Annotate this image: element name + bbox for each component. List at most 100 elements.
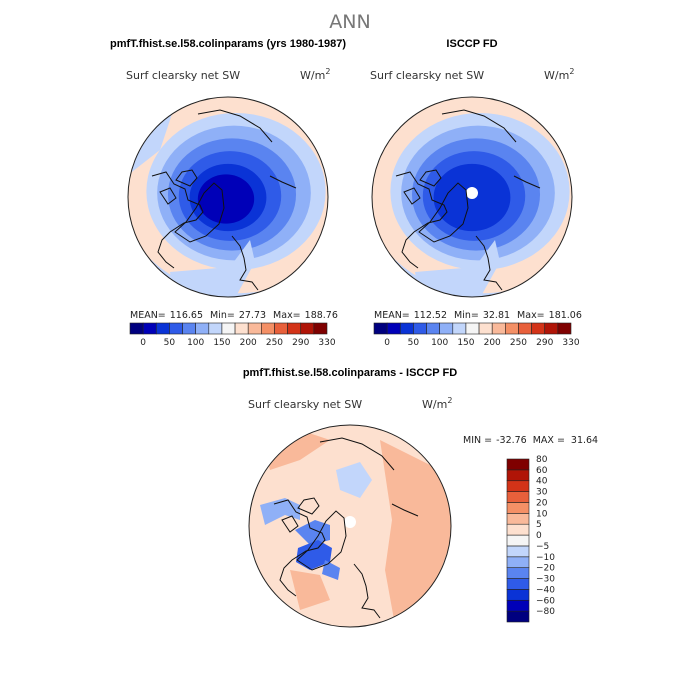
panel-obs-colorbar-tick-label: 100 xyxy=(431,338,448,348)
panel-obs-colorbar-swatch xyxy=(505,322,519,335)
panel-diff-colorbar-tick-label: 60 xyxy=(536,466,548,476)
panel-diff-units-base: W/m xyxy=(422,398,447,411)
panel-diff-max-label: MAX = xyxy=(533,435,565,446)
panel-model-colorbar: 0 50 100 150 200 250 290 330 xyxy=(129,322,336,348)
panel-model-arctic-island-2 xyxy=(159,187,177,205)
panel-model-mean-value: 116.65 xyxy=(170,310,203,321)
panel-diff-colorbar-swatch xyxy=(506,599,530,612)
panel-obs-colorbar-tick-label: 250 xyxy=(510,338,527,348)
panel-obs-colorbar-swatch xyxy=(399,322,414,335)
panel-model-colorbar-swatch xyxy=(155,322,170,335)
panel-obs-title: ISCCP FD xyxy=(446,38,497,50)
panel-diff-siberia-coast xyxy=(319,437,395,471)
panel-diff-arctic-cool xyxy=(336,462,372,498)
panel-model-colorbar-swatch xyxy=(195,322,210,335)
panel-diff-colorbar-tick-label: 80 xyxy=(536,455,548,465)
panel-obs-variable-label: Surf clearsky net SW xyxy=(370,69,484,82)
panel-obs-stats: MEAN= 112.52 Min= 32.81 Max= 181.06 xyxy=(374,310,582,321)
panel-obs-max-value: 181.06 xyxy=(549,310,582,321)
panel-model-arctic-island-1 xyxy=(175,169,198,187)
panel-obs-greenland-outline xyxy=(418,182,469,243)
panel-diff-colorbar-swatch xyxy=(506,610,530,623)
panel-obs-scandinavia-coast xyxy=(475,235,503,291)
panel-model-siberia-coast xyxy=(197,109,273,143)
panel-diff-colorbar-swatch xyxy=(506,491,530,503)
panel-model-colorbar-swatch xyxy=(208,322,223,335)
panel-obs-colorbar-swatch xyxy=(413,322,427,335)
panel-model: pmfT.fhist.se.l58.colinparams (yrs 1980-… xyxy=(110,38,346,348)
panel-model-eurasia-coast xyxy=(269,175,297,189)
panel-model-colorbar-swatch xyxy=(169,322,183,335)
panel-model-colorbar-tick-label: 150 xyxy=(213,338,230,348)
panel-obs-arctic-island-1 xyxy=(419,169,442,187)
panel-diff-arctic-island-1 xyxy=(297,497,320,515)
panel-model-colorbar-tick-label: 100 xyxy=(187,338,204,348)
panel-obs: ISCCP FD Surf clearsky net SW W/m2 MEAN=… xyxy=(370,38,582,348)
panel-model-variable-label: Surf clearsky net SW xyxy=(126,69,240,82)
panel-obs-colorbar-swatch xyxy=(491,322,506,335)
panel-diff-arctic-island-2 xyxy=(281,515,299,533)
panel-diff-colorbar-swatch xyxy=(506,469,530,482)
panel-diff-units: W/m2 xyxy=(422,396,452,411)
panel-obs-colorbar-tick-label: 50 xyxy=(408,338,420,348)
panel-model-title: pmfT.fhist.se.l58.colinparams (yrs 1980-… xyxy=(110,38,346,50)
panel-model-stats: MEAN= 116.65 Min= 27.73 Max= 188.76 xyxy=(130,310,338,321)
panel-diff-colorbar-tick-label: 20 xyxy=(536,498,548,508)
panel-obs-colorbar-swatch xyxy=(452,322,467,335)
panel-obs-arctic-island-2 xyxy=(403,187,421,205)
panel-diff-colorbar-tick-label: −40 xyxy=(536,585,555,595)
panel-diff-stats: MIN = -32.76 MAX = 31.64 xyxy=(463,435,598,446)
panel-model-colorbar-swatch xyxy=(287,322,302,335)
panel-obs-colorbar-tick-label: 290 xyxy=(536,338,553,348)
panel-diff-colorbar-tick-label: −80 xyxy=(536,607,555,617)
panel-diff-min-value: -32.76 xyxy=(496,435,527,446)
panel-model-colorbar-swatch xyxy=(182,322,196,335)
panel-model-colorbar-swatch xyxy=(261,322,275,335)
panel-diff-colorbar-swatch xyxy=(506,578,530,590)
panel-model-colorbar-swatch xyxy=(129,322,144,335)
panel-obs-min-value: 32.81 xyxy=(483,310,510,321)
panel-diff-greenland-outline xyxy=(296,510,347,571)
panel-model-coastlines xyxy=(151,109,297,291)
panel-diff-variable-label: Surf clearsky net SW xyxy=(248,398,362,411)
panel-model-greenland-outline xyxy=(174,182,225,243)
panel-diff-baffin-cool xyxy=(295,520,330,545)
panel-obs-map-border xyxy=(371,96,573,298)
panel-model-north-america-coast xyxy=(151,171,204,269)
panel-obs-min-label: Min= xyxy=(454,310,479,321)
panel-model-colorbar-tick-label: 250 xyxy=(266,338,283,348)
panel-diff-colorbar-tick-label: −5 xyxy=(536,542,549,552)
panel-model-colorbar-swatch xyxy=(313,322,328,335)
panel-obs-colorbar-tick-label: 330 xyxy=(562,338,579,348)
panel-diff-map-border xyxy=(248,424,452,628)
panel-obs-colorbar-swatch xyxy=(439,322,454,335)
panel-diff-colorbar-swatch xyxy=(506,502,530,514)
panel-diff-atlantic-warm xyxy=(290,570,330,610)
panel-diff-north-america-coast xyxy=(273,499,326,597)
panel-diff-max-value: 31.64 xyxy=(571,435,598,446)
panel-model-max-label: Max= xyxy=(273,310,301,321)
panel-obs-north-america-coast xyxy=(395,171,448,269)
panel-obs-mean-value: 112.52 xyxy=(414,310,447,321)
panel-diff: pmfT.fhist.se.l58.colinparams - ISCCP FD… xyxy=(243,367,598,628)
panel-diff-scandinavia-coast xyxy=(353,563,381,619)
panel-obs-colorbar-tick-label: 150 xyxy=(457,338,474,348)
panel-model-max-value: 188.76 xyxy=(305,310,338,321)
panel-obs-coastlines xyxy=(395,109,541,291)
panel-obs-colorbar-swatch xyxy=(557,322,572,335)
panel-diff-colorbar-tick-label: −30 xyxy=(536,575,555,585)
panel-model-colorbar-swatch xyxy=(300,322,315,335)
panel-obs-colorbar: 0 50 100 150 200 250 290 330 xyxy=(373,322,580,348)
panel-diff-colorbar-swatch xyxy=(506,513,530,525)
panel-diff-units-exponent: 2 xyxy=(447,396,452,405)
panel-obs-colorbar-swatch xyxy=(544,322,559,335)
main-title: ANN xyxy=(329,11,370,33)
panel-obs-colorbar-swatch xyxy=(478,322,493,335)
panel-obs-pole-hole xyxy=(466,187,478,199)
panel-obs-colorbar-swatch xyxy=(531,322,546,335)
panel-diff-eurasia-coast xyxy=(391,503,419,517)
panel-diff-colorbar-swatch xyxy=(506,523,530,536)
panel-obs-max-label: Max= xyxy=(517,310,545,321)
panel-model-map-border xyxy=(127,96,329,298)
